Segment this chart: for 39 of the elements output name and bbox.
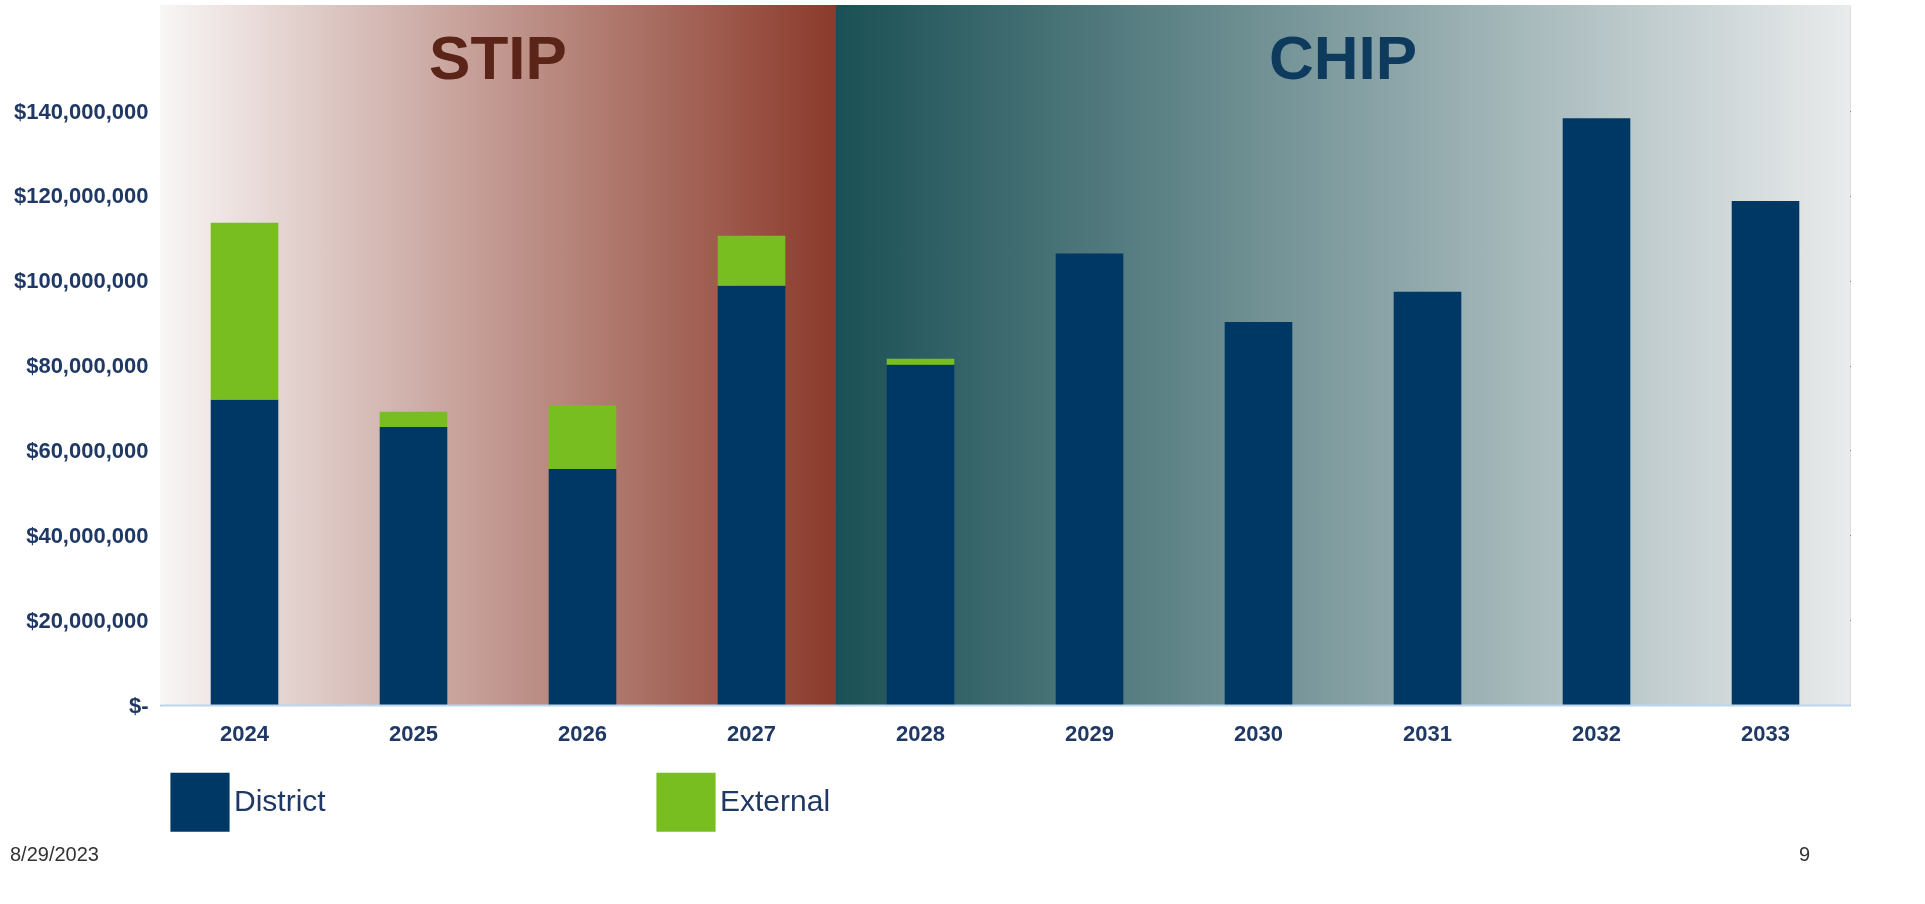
bar <box>548 405 617 470</box>
x-tick-label: 2029 <box>1065 720 1114 746</box>
band-label: STIP <box>429 23 567 92</box>
bar <box>1562 118 1631 705</box>
bar <box>210 222 279 400</box>
y-tick-label: $100,000,000 <box>13 268 149 294</box>
y-tick-label: $20,000,000 <box>26 607 149 633</box>
x-tick-label: 2026 <box>558 720 607 746</box>
bar <box>1055 253 1124 705</box>
y-tick-label: $140,000,000 <box>13 98 149 124</box>
x-tick-label: 2028 <box>896 720 945 746</box>
y-tick-label: $- <box>128 692 149 718</box>
band-label: CHIP <box>1268 23 1418 92</box>
x-tick-label: 2027 <box>727 720 776 746</box>
y-tick-label: $60,000,000 <box>26 437 149 463</box>
legend-label: District <box>234 784 327 818</box>
bar <box>717 235 786 286</box>
bar <box>717 285 786 705</box>
bar <box>886 358 955 365</box>
bar <box>886 364 955 705</box>
y-tick-label: $40,000,000 <box>26 522 149 548</box>
x-tick-label: 2032 <box>1572 720 1621 746</box>
x-tick-label: 2025 <box>389 720 438 746</box>
text: 9 <box>1798 843 1810 865</box>
text: 8/29/2023 <box>10 843 99 865</box>
bar <box>379 411 448 428</box>
bar <box>1393 291 1462 705</box>
bar <box>210 399 279 705</box>
x-tick-label: 2031 <box>1403 720 1452 746</box>
bar <box>379 427 448 705</box>
y-tick-label: $80,000,000 <box>26 353 149 379</box>
bar <box>548 469 617 705</box>
x-tick-label: 2030 <box>1234 720 1283 746</box>
legend-label: External <box>720 784 831 818</box>
y-tick-label: $120,000,000 <box>13 183 149 209</box>
bar <box>1731 201 1800 705</box>
x-tick-label: 2024 <box>220 720 270 746</box>
bar <box>1224 321 1293 705</box>
x-tick-label: 2033 <box>1741 720 1790 746</box>
